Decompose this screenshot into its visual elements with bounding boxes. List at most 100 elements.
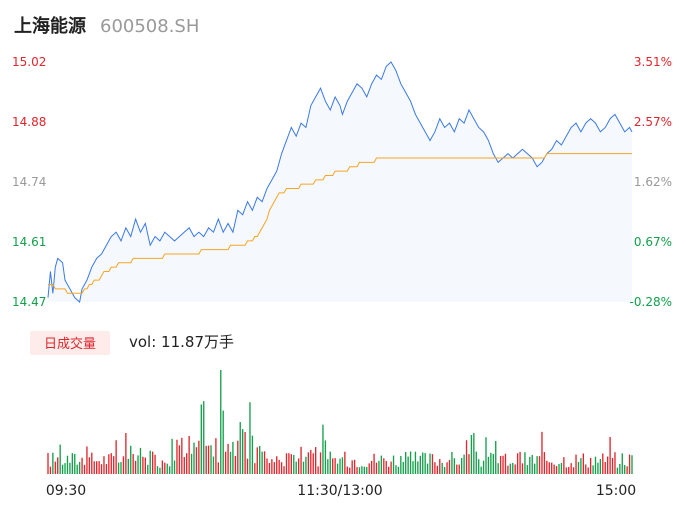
volume-bar xyxy=(254,463,256,474)
volume-bar xyxy=(332,458,334,474)
volume-bar xyxy=(621,453,623,474)
volume-bar xyxy=(273,462,275,474)
volume-bar xyxy=(531,455,533,474)
volume-bar xyxy=(509,463,511,474)
volume-bar xyxy=(592,465,594,474)
volume-bar xyxy=(52,452,54,474)
volume-bar xyxy=(181,437,183,474)
volume-bar xyxy=(188,435,190,474)
volume-bar xyxy=(422,452,424,474)
volume-bar xyxy=(434,462,436,474)
volume-bar xyxy=(585,464,587,474)
volume-bar xyxy=(166,463,168,474)
volume-bar xyxy=(339,458,341,474)
volume-bar xyxy=(144,457,146,474)
volume-bar xyxy=(278,459,280,474)
volume-bar xyxy=(514,464,516,474)
volume-bar xyxy=(83,464,86,474)
volume-bar xyxy=(524,452,526,474)
volume-bar xyxy=(529,456,531,474)
volume-bar xyxy=(49,466,52,474)
volume-bar xyxy=(295,461,297,474)
volume-bar xyxy=(57,457,59,474)
volume-bar xyxy=(495,440,497,474)
volume-bar xyxy=(431,454,434,474)
volume-bar xyxy=(195,447,198,474)
volume-bar xyxy=(210,445,212,474)
volume-bar xyxy=(497,463,499,474)
volume-bar xyxy=(186,453,188,474)
volume-bar xyxy=(548,462,550,474)
volume-bar xyxy=(113,456,115,474)
volume-bar xyxy=(402,461,404,474)
volume-bar xyxy=(207,445,210,474)
volume-bar xyxy=(108,454,110,474)
volume-bar xyxy=(137,455,139,474)
volume-bar xyxy=(397,466,400,474)
volume-bar xyxy=(115,440,117,474)
volume-bar xyxy=(125,432,127,474)
volume-bars xyxy=(47,370,633,474)
volume-bar xyxy=(626,466,628,474)
volume-bar xyxy=(237,440,239,474)
volume-bar xyxy=(405,451,407,474)
volume-bar xyxy=(346,466,348,474)
volume-bar xyxy=(93,461,95,474)
volume-bar xyxy=(74,453,76,474)
volume-bar xyxy=(478,459,480,474)
volume-bar xyxy=(200,404,202,474)
volume-badge-label: 日成交量 xyxy=(44,336,96,352)
price-area xyxy=(48,62,632,302)
volume-bar xyxy=(263,451,266,474)
volume-bar xyxy=(504,453,507,474)
volume-bar xyxy=(480,466,482,474)
volume-bar xyxy=(370,460,373,474)
price-tick-label: 14.61 xyxy=(12,235,46,249)
volume-bar xyxy=(319,452,322,474)
percent-tick-label: 3.51% xyxy=(634,55,672,69)
volume-bar xyxy=(439,459,441,474)
volume-bar xyxy=(604,461,606,474)
volume-bar xyxy=(448,459,451,474)
volume-bar xyxy=(551,462,553,474)
volume-bar xyxy=(414,451,417,474)
price-tick-label: 14.88 xyxy=(12,115,46,129)
time-tick-label: 11:30/13:00 xyxy=(297,483,382,499)
volume-bar xyxy=(631,455,633,474)
volume-bar xyxy=(249,402,251,474)
volume-bar xyxy=(71,453,73,474)
volume-bar xyxy=(570,463,572,474)
average-price-line xyxy=(48,153,632,294)
volume-bar xyxy=(419,455,421,474)
volume-bar xyxy=(451,451,453,474)
volume-bar xyxy=(139,447,142,474)
volume-bar xyxy=(336,463,339,474)
volume-bar xyxy=(456,464,458,474)
volume-bar xyxy=(307,452,310,474)
volume-bar xyxy=(624,465,626,474)
volume-bar xyxy=(499,455,502,474)
volume-bar xyxy=(117,462,120,474)
time-tick-label: 09:30 xyxy=(46,483,86,499)
volume-bar xyxy=(619,463,621,474)
volume-bar xyxy=(103,456,105,474)
volume-bar xyxy=(300,446,302,474)
volume-bar xyxy=(69,462,71,474)
volume-bar xyxy=(215,438,217,474)
volume-bar xyxy=(100,464,103,474)
volume-bar xyxy=(373,453,375,474)
volume-bar xyxy=(47,452,49,474)
volume-bar xyxy=(261,451,263,474)
volume-bar xyxy=(212,456,215,474)
volume-bar xyxy=(375,462,378,474)
volume-bar xyxy=(594,456,597,474)
volume-bar xyxy=(220,370,222,474)
volume-bar xyxy=(122,456,125,474)
volume-bar xyxy=(302,461,305,474)
volume-bar xyxy=(317,466,319,474)
volume-bar xyxy=(468,454,470,474)
volume-bar xyxy=(96,461,98,474)
volume-bar xyxy=(465,440,468,474)
volume-bar xyxy=(171,438,173,474)
volume-bar xyxy=(159,467,161,474)
